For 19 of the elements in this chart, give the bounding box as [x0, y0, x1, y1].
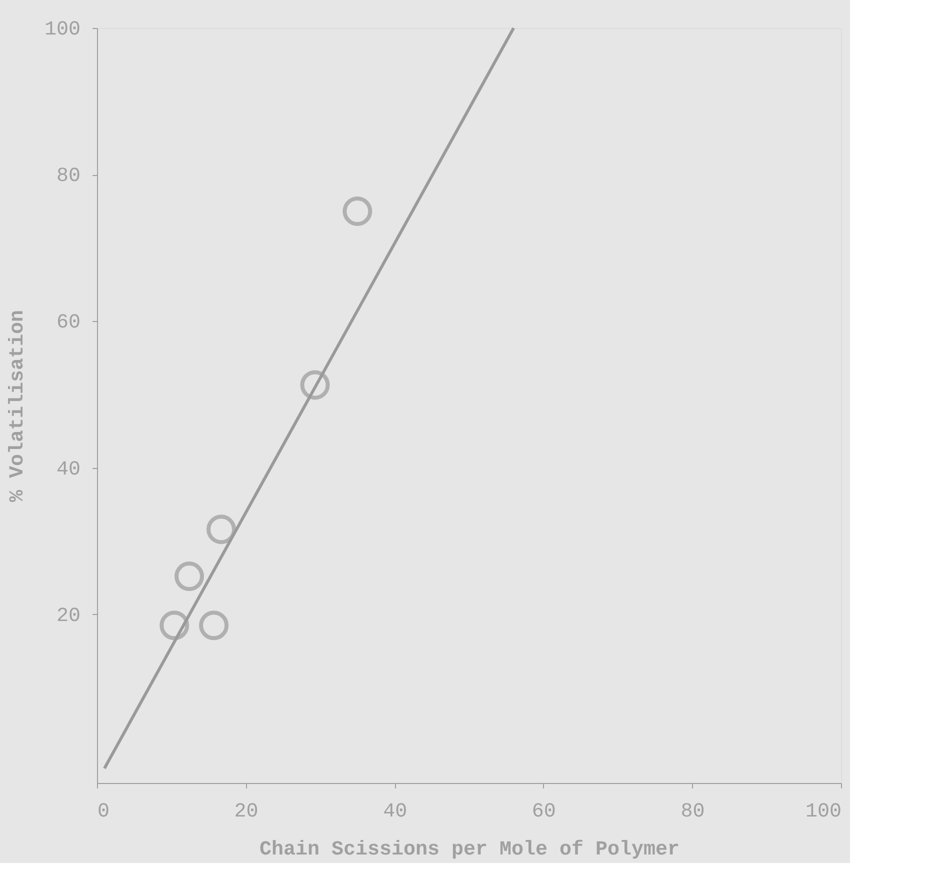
x-tick-label: 20 [234, 800, 258, 824]
point [342, 196, 372, 226]
x-tick-label: 0 [98, 800, 110, 824]
x-axis-title: Chain Scissions per Mole of Polymer [259, 838, 680, 862]
x-tick-label: 40 [383, 800, 408, 824]
point [174, 562, 204, 592]
point [199, 610, 229, 640]
y-tick-label: 40 [56, 458, 80, 482]
x-tick-label: 80 [680, 800, 705, 824]
y-tick-label: 100 [44, 18, 80, 42]
x-tick-label: 100 [805, 800, 842, 824]
point [300, 370, 330, 400]
y-tick-label: 20 [56, 604, 80, 628]
x-tick-label: 60 [532, 800, 556, 824]
y-tick-label: 80 [56, 165, 80, 188]
y-axis-title: % Volatilisation [6, 310, 30, 502]
point [160, 610, 190, 640]
point [206, 514, 236, 544]
y-tick-label: 60 [56, 312, 80, 335]
